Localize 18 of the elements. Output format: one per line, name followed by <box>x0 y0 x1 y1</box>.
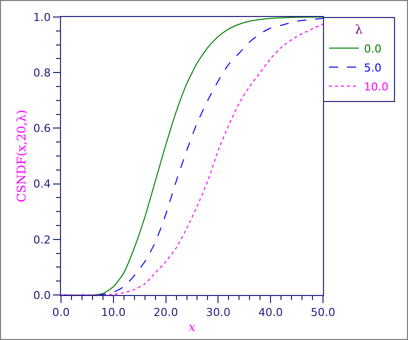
x-tick-label: 40.0 <box>258 306 283 320</box>
legend-label: 5.0 <box>364 61 382 74</box>
y-tick-label: 0.6 <box>33 122 51 136</box>
y-tick-label: 0.0 <box>33 288 51 302</box>
x-tick-label: 10.0 <box>101 306 126 320</box>
y-axis-title: CSNDF(x,20,λ) <box>14 110 29 202</box>
y-tick-label: 0.2 <box>33 233 51 246</box>
x-tick-label: 50.0 <box>310 306 336 320</box>
legend-title: λ <box>355 22 363 37</box>
legend-label: 0.0 <box>364 42 382 56</box>
legend-label: 10.0 <box>364 80 388 94</box>
x-tick-label: 30.0 <box>206 306 230 320</box>
y-tick-label: 0.4 <box>33 178 51 191</box>
y-tick-label: 1.0 <box>33 10 51 24</box>
x-tick-label: 0.0 <box>52 306 70 320</box>
x-axis-title: x <box>188 320 196 334</box>
x-tick-label: 20.0 <box>154 306 178 320</box>
y-tick-label: 0.8 <box>33 66 51 80</box>
